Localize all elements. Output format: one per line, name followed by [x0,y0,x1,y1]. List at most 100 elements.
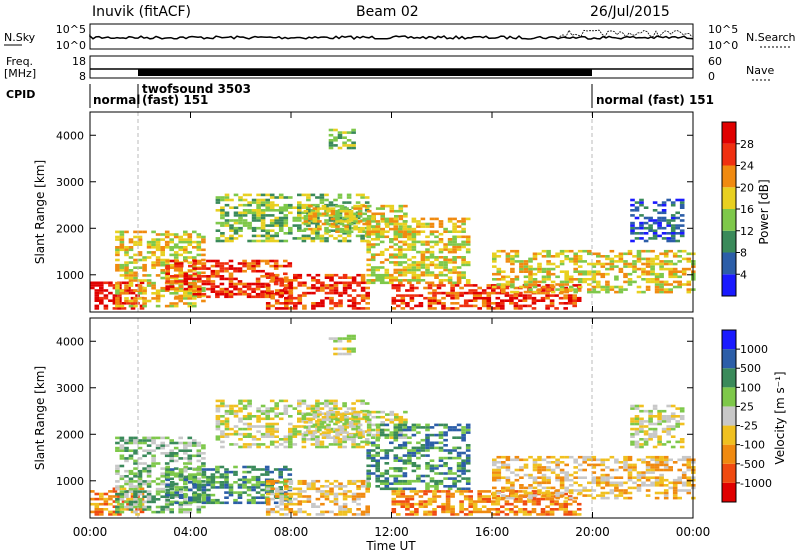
range-cell [559,280,565,284]
range-cell [164,233,170,236]
range-cell [370,281,376,285]
range-cell [411,245,417,249]
range-cell [346,139,352,142]
range-cell [160,452,165,455]
range-cell [486,296,492,300]
range-cell [559,455,565,459]
range-cell [537,463,542,467]
range-cell [394,209,399,213]
range-cell [568,489,574,492]
range-cell [165,488,170,492]
range-cell [420,217,426,221]
range-cell [269,193,275,197]
range-cell [124,261,129,264]
range-cell [178,246,183,249]
range-cell [686,280,692,284]
range-cell [461,472,466,475]
range-cell [504,286,510,290]
y-tick-label: 4000 [56,335,84,348]
range-cell [670,201,676,204]
range-cell [456,248,462,251]
range-cell [333,291,339,295]
range-cell [501,494,506,497]
range-cell [396,490,401,493]
range-cell [541,468,547,472]
range-cell [315,214,320,217]
range-cell [384,433,390,437]
range-cell [531,510,537,514]
range-cell [679,198,685,202]
range-cell [242,435,248,438]
range-cell [192,444,197,447]
range-cell [315,402,320,405]
range-cell [681,473,687,477]
range-cell [339,204,345,208]
range-cell [260,239,266,243]
range-cell [452,256,457,259]
range-cell [269,209,275,212]
range-cell [255,478,261,482]
range-cell [661,226,667,230]
range-cell [360,435,365,438]
range-cell [650,280,655,284]
range-cell [505,257,511,261]
range-cell [319,422,325,426]
range-cell [183,493,189,497]
range-cell [160,482,165,486]
range-cell [337,347,343,351]
range-cell [659,478,664,482]
range-cell [338,492,343,496]
range-cell [346,193,352,197]
range-cell [142,230,147,234]
range-cell [160,271,165,275]
range-cell [324,214,329,217]
range-cell [137,230,143,234]
range-cell [407,451,412,455]
range-cell [360,273,366,277]
range-cell [228,272,234,276]
range-cell [342,492,348,496]
range-cell [256,430,261,433]
range-cell [409,296,415,300]
range-cell [103,294,109,297]
range-cell [242,483,247,487]
range-cell [659,283,664,286]
range-cell [255,287,261,291]
range-cell [346,337,352,340]
range-cell [389,487,394,491]
range-cell [288,445,293,449]
range-cell [284,505,289,508]
range-cell [500,304,505,308]
range-cell [648,237,653,240]
range-cell [197,267,202,270]
range-cell [443,230,448,233]
range-cell [293,510,298,514]
range-cell [393,423,399,427]
range-cell [112,487,118,491]
range-cell [519,267,524,271]
range-cell [573,458,578,462]
range-cell [443,444,448,447]
range-cell [450,307,455,310]
range-cell [393,456,399,460]
range-cell [251,415,257,418]
range-cell [577,463,583,467]
range-cell [532,468,538,472]
range-cell [443,431,448,434]
range-cell [438,220,444,223]
range-cell [274,505,280,508]
range-cell [514,255,520,258]
range-cell [338,505,343,508]
range-cell [652,427,658,431]
range-cell [559,283,565,286]
range-cell [389,204,395,208]
range-cell [461,436,466,439]
range-cell [504,513,510,516]
range-cell [445,505,451,508]
range-cell [201,491,207,494]
range-cell [627,468,633,472]
range-cell [251,234,257,238]
range-cell [414,492,419,496]
range-cell [429,217,435,221]
range-cell [425,268,430,272]
